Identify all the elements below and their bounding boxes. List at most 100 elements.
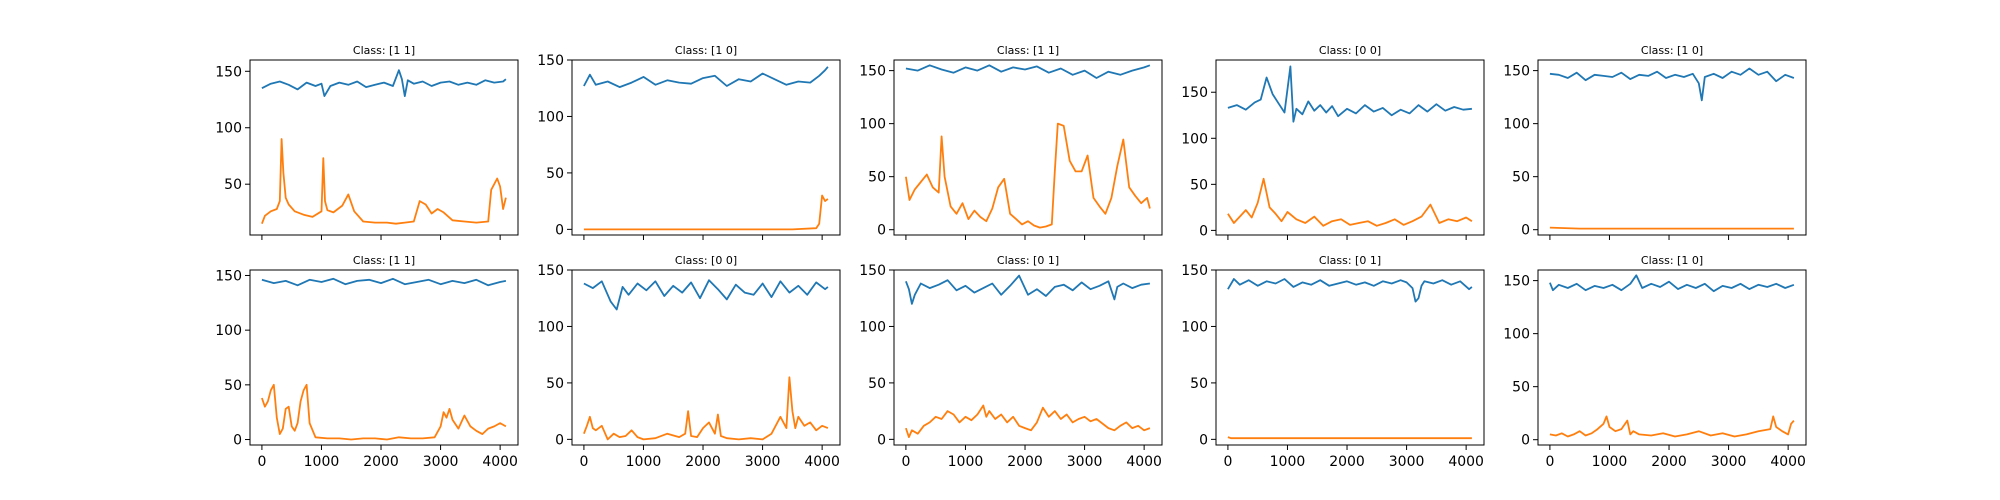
x-tick-label: 1000 — [1592, 454, 1628, 470]
y-tick-label: 100 — [537, 109, 564, 125]
series-line-1 — [261, 277, 507, 287]
x-tick-label: 0 — [1545, 454, 1554, 470]
y-tick-label: 0 — [233, 433, 242, 449]
x-tick-label: 0 — [257, 454, 266, 470]
y-tick-label: 0 — [555, 432, 564, 448]
y-tick-label: 100 — [859, 319, 886, 335]
subplot-9: Class: [0 1] 0 50 100 150 0 1000 2000 3000 4000 — [1181, 254, 1485, 470]
y-tick-label: 50 — [546, 166, 564, 182]
x-tick-label: 3000 — [1389, 454, 1425, 470]
subplot-3: Class: [1 1] 0 50 100 150 — [859, 44, 1163, 240]
plot-frame — [571, 59, 841, 236]
x-tick-label: 4000 — [1126, 454, 1162, 470]
series-line-2 — [261, 138, 507, 225]
series-line-2 — [905, 404, 1151, 439]
subplot-title: Class: [0 0] — [675, 254, 737, 267]
y-tick-label: 150 — [537, 263, 564, 279]
y-tick-label: 50 — [868, 376, 886, 392]
subplot-title: Class: [0 0] — [1319, 44, 1381, 57]
y-tick-label: 50 — [1190, 177, 1208, 193]
series-line-1 — [261, 69, 507, 97]
subplot-title: Class: [1 1] — [353, 254, 415, 267]
y-tick-label: 0 — [555, 222, 564, 238]
subplot-4: Class: [0 0] 0 50 100 150 — [1181, 44, 1485, 240]
x-tick-label: 3000 — [1067, 454, 1103, 470]
x-tick-label: 0 — [901, 454, 910, 470]
series-line-2 — [1549, 226, 1794, 230]
series-line-2 — [905, 122, 1151, 229]
plot-frame — [1537, 59, 1807, 236]
plot-frame — [893, 269, 1163, 446]
x-tick-label: 1000 — [304, 454, 340, 470]
x-tick-label: 4000 — [804, 454, 840, 470]
x-tick-label: 2000 — [1329, 454, 1365, 470]
x-tick-label: 2000 — [1007, 454, 1043, 470]
y-tick-label: 150 — [859, 263, 886, 279]
plot-frame — [893, 59, 1163, 236]
subplot-title: Class: [0 1] — [1319, 254, 1381, 267]
x-tick-label: 4000 — [1448, 454, 1484, 470]
y-tick-label: 100 — [1181, 131, 1208, 147]
y-tick-label: 50 — [224, 378, 242, 394]
x-tick-label: 1000 — [1270, 454, 1306, 470]
plot-frame — [571, 269, 841, 446]
y-tick-label: 100 — [215, 121, 242, 137]
series-line-1 — [1227, 278, 1473, 303]
x-tick-label: 4000 — [1770, 454, 1806, 470]
y-tick-label: 100 — [1181, 319, 1208, 335]
subplot-5: Class: [1 0] 0 50 100 150 — [1503, 44, 1807, 240]
y-tick-label: 100 — [1503, 117, 1530, 133]
y-tick-label: 100 — [1503, 327, 1530, 343]
plot-frame — [1537, 269, 1807, 446]
series-line-1 — [905, 64, 1151, 79]
y-tick-label: 150 — [537, 53, 564, 69]
series-line-2 — [583, 194, 829, 231]
y-tick-label: 150 — [859, 64, 886, 80]
subplot-2: Class: [1 0] 0 50 100 150 — [537, 44, 841, 240]
series-line-1 — [905, 274, 1151, 305]
y-tick-label: 0 — [877, 432, 886, 448]
series-line-2 — [261, 383, 507, 441]
subplot-title: Class: [1 0] — [1641, 44, 1703, 57]
y-tick-label: 0 — [1521, 223, 1530, 239]
subplot-7: Class: [0 0] 0 50 100 150 0 1000 2000 3000 4000 — [537, 254, 841, 470]
y-tick-label: 50 — [868, 170, 886, 186]
x-tick-label: 2000 — [685, 454, 721, 470]
subplot-title: Class: [0 1] — [997, 254, 1059, 267]
y-tick-label: 150 — [1503, 274, 1530, 290]
y-tick-label: 50 — [224, 177, 242, 193]
y-tick-label: 0 — [1199, 432, 1208, 448]
y-tick-label: 150 — [1181, 85, 1208, 101]
subplot-1: Class: [1 1] 50 100 150 — [215, 44, 519, 240]
subplot-title: Class: [1 0] — [1641, 254, 1703, 267]
y-tick-label: 150 — [215, 268, 242, 284]
series-line-1 — [583, 66, 829, 88]
subplot-10: Class: [1 0] 0 50 100 150 0 1000 2000 3000 4000 — [1503, 254, 1807, 470]
y-tick-label: 100 — [537, 319, 564, 335]
y-tick-label: 50 — [1512, 380, 1530, 396]
series-line-2 — [1549, 415, 1795, 438]
x-tick-label: 1000 — [626, 454, 662, 470]
plot-frame — [1215, 269, 1485, 446]
plot-frame — [1215, 59, 1485, 236]
subplot-8: Class: [0 1] 0 50 100 150 0 1000 2000 3000 4000 — [859, 254, 1163, 470]
x-tick-label: 3000 — [1711, 454, 1747, 470]
subplot-6: Class: [1 1] 0 50 100 150 0 1000 2000 3000 4000 — [215, 254, 519, 470]
subplot-title: Class: [1 0] — [675, 44, 737, 57]
x-tick-label: 2000 — [1651, 454, 1687, 470]
y-tick-label: 0 — [877, 223, 886, 239]
series-line-1 — [1549, 67, 1795, 102]
x-tick-label: 2000 — [363, 454, 399, 470]
series-line-2 — [1227, 177, 1473, 227]
y-tick-label: 100 — [859, 117, 886, 133]
y-tick-label: 100 — [215, 323, 242, 339]
y-tick-label: 150 — [215, 64, 242, 80]
series-line-1 — [583, 279, 829, 311]
y-tick-label: 50 — [546, 376, 564, 392]
y-tick-label: 50 — [1512, 170, 1530, 186]
series-line-2 — [1227, 436, 1472, 440]
series-line-2 — [583, 376, 829, 441]
y-tick-label: 0 — [1521, 433, 1530, 449]
x-tick-label: 0 — [1223, 454, 1232, 470]
